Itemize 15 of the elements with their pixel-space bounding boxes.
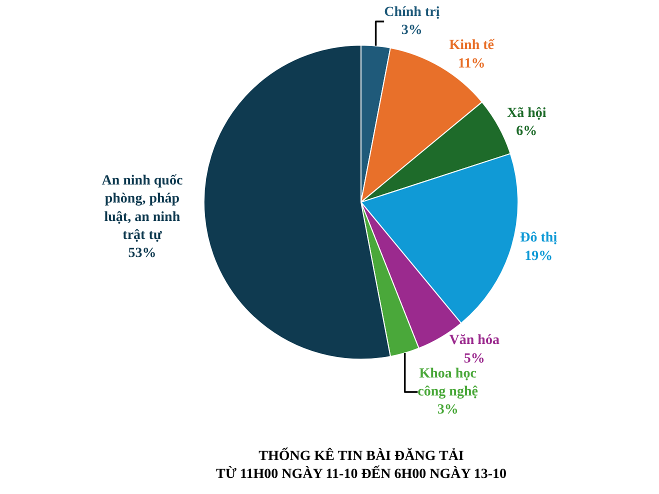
data-label: 11% [458,56,486,72]
text: THỐNG KÊ TIN BÀI ĐĂNG TẢI TỪ 11H00 NGÀY 11-10 ĐẾN 6H00 NGÀY 13-10 [216,447,506,482]
slice-label: Văn hóa [449,333,500,348]
slice-label: An ninh quốc phòng, pháp luật, an ninh trật tự [102,173,183,244]
data-label: 5% [464,351,485,366]
slice-label: Kinh tế [449,38,495,54]
data-label: 6% [516,124,538,140]
data-label: 19% [524,248,553,264]
slice-label: Khoa học công nghệ [418,366,478,400]
slice-label: Xã hội [506,106,546,122]
data-label: 53% [128,246,156,262]
data-label: 3% [437,402,458,418]
slice-label: Đô thị [520,230,558,246]
data-label: 3% [401,23,422,38]
slice-label: Chính trị [384,4,440,20]
